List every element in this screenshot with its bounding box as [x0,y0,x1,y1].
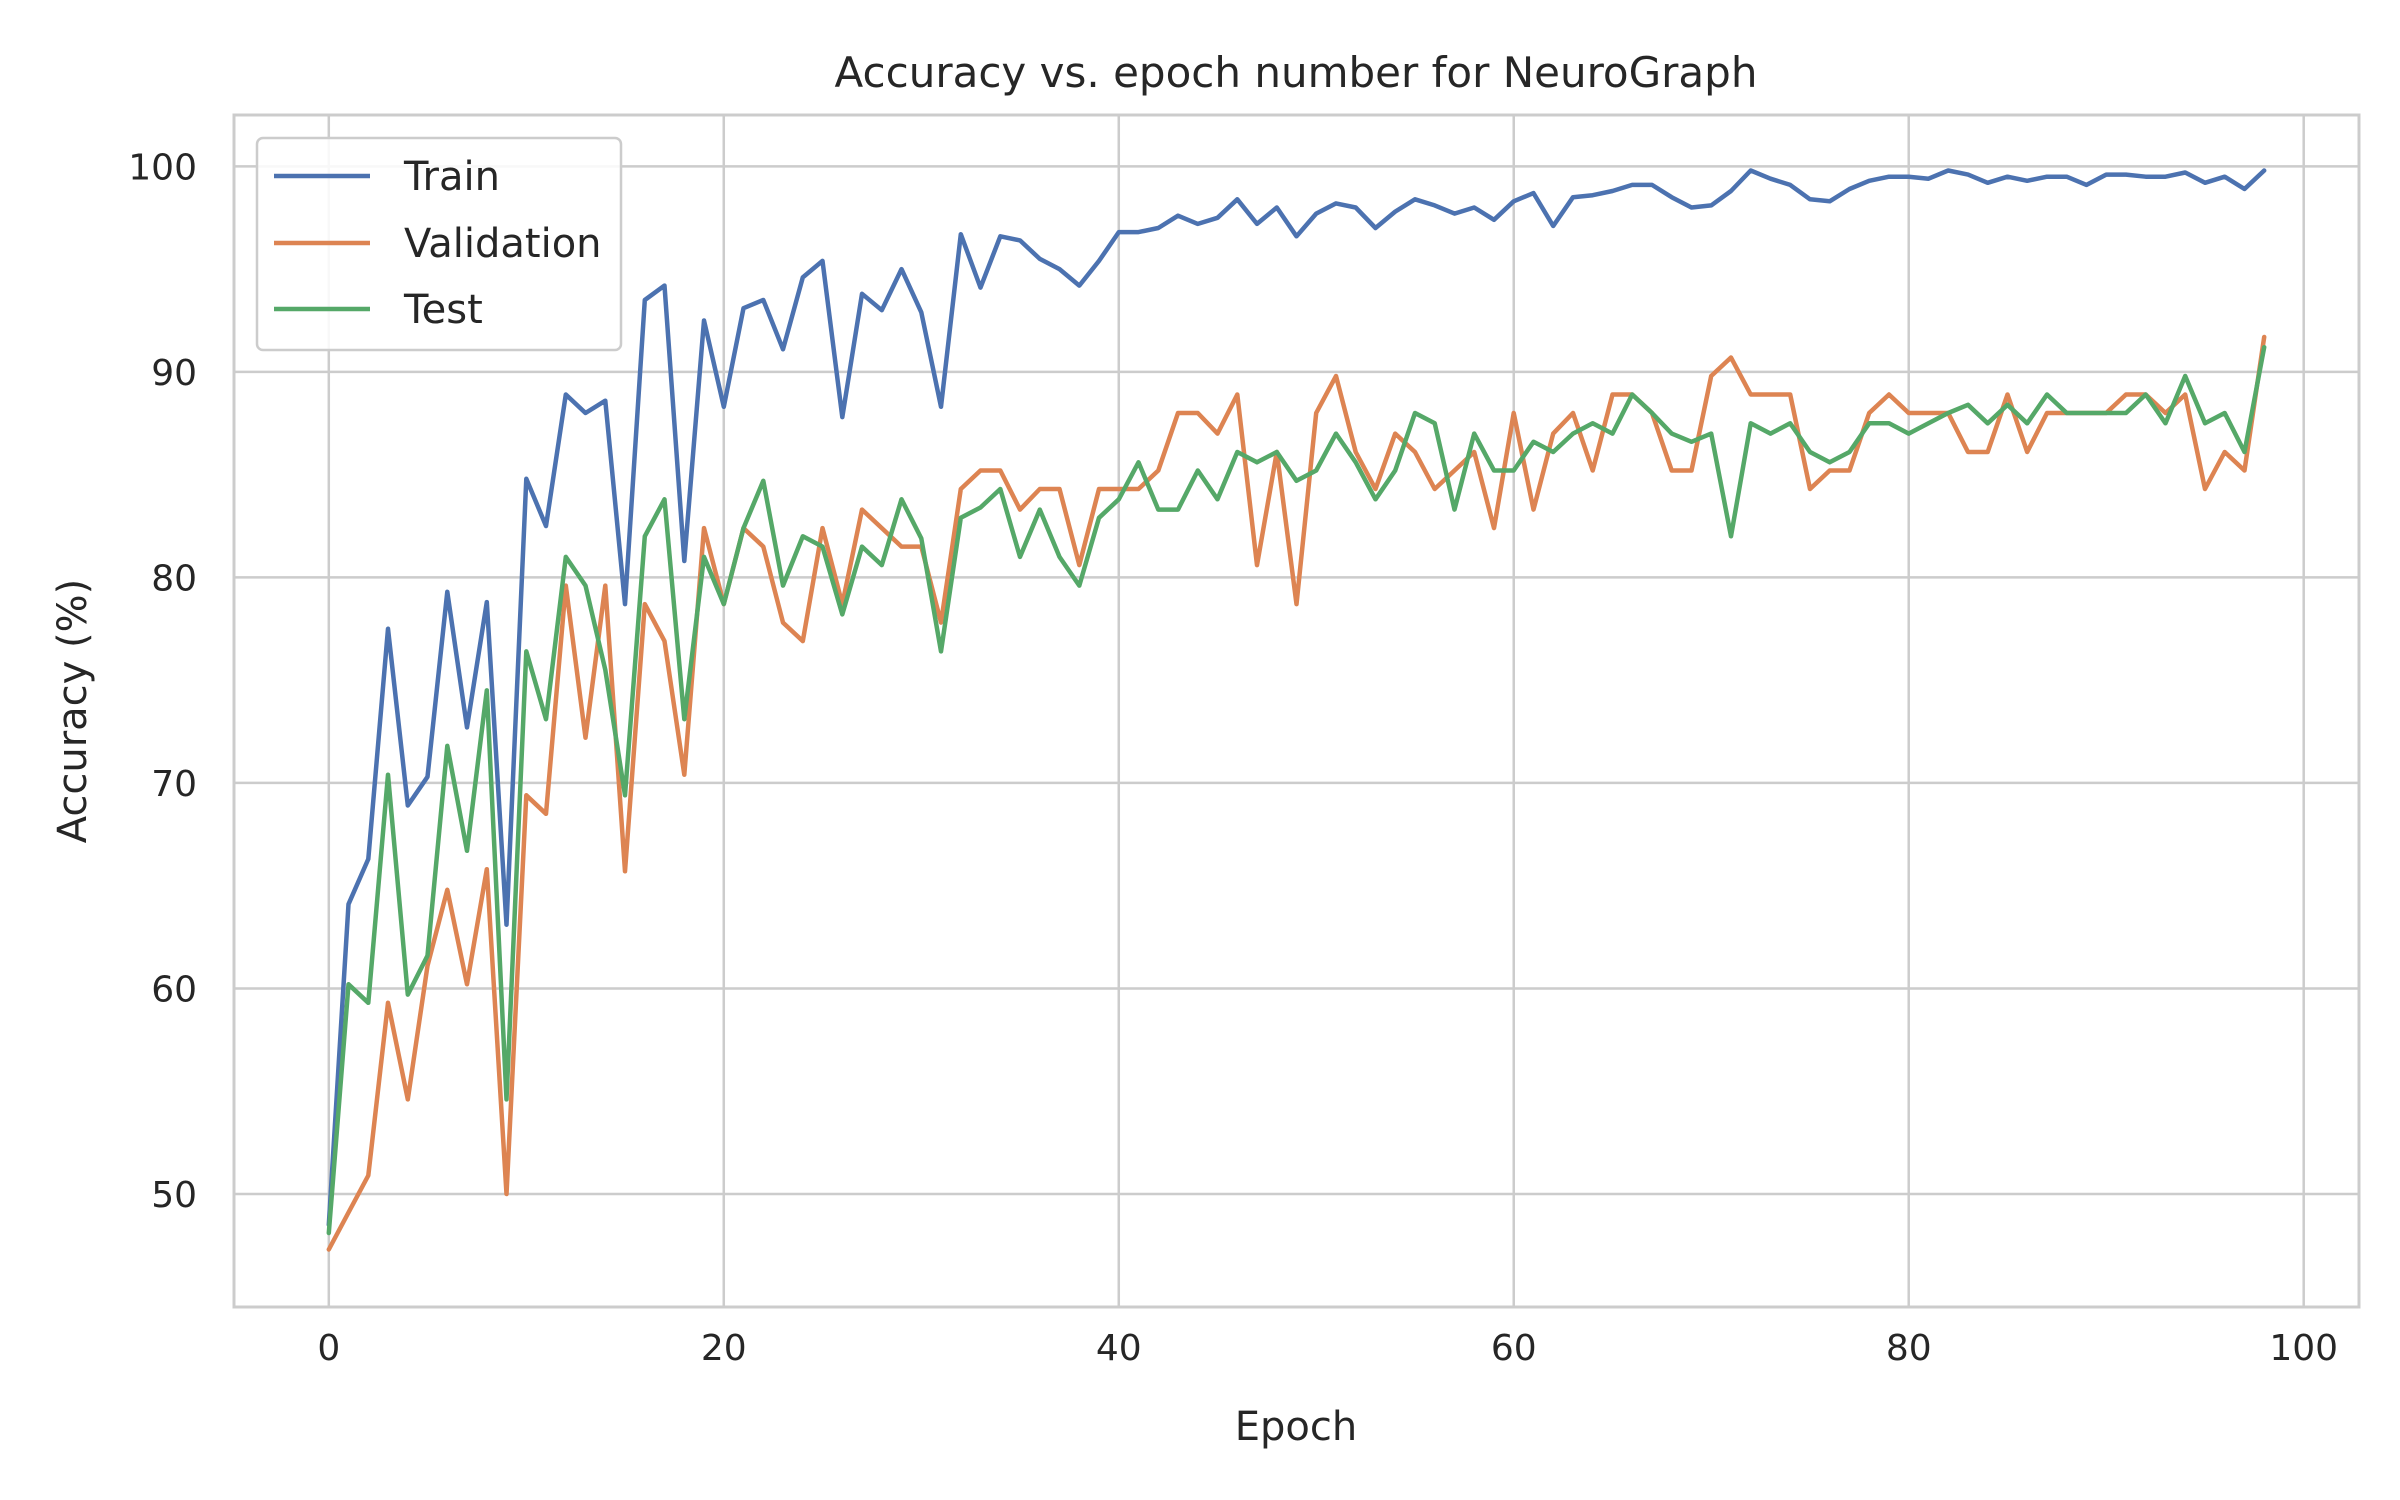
x-tick-label: 60 [1491,1328,1537,1369]
x-tick-label: 100 [2269,1328,2338,1369]
series-lines [326,168,2267,1252]
y-tick-label: 60 [151,969,197,1010]
legend: Train Validation Test [255,136,623,352]
legend-label-train: Train [403,154,500,200]
y-tick-label: 80 [151,558,197,599]
x-tick-label: 40 [1096,1328,1142,1369]
x-tick-label: 0 [317,1328,340,1369]
y-tick-label: 70 [151,764,197,805]
y-axis-label: Accuracy (%) [50,579,96,844]
legend-label-validation: Validation [404,221,602,267]
x-axis-label: Epoch [1235,1404,1357,1450]
series-line-validation [326,334,2267,1252]
series-line-train [326,168,2267,1228]
x-tick-label: 80 [1886,1328,1932,1369]
legend-box [255,136,623,352]
x-tick-label: 20 [701,1328,747,1369]
x-tick-labels: 0 20 40 60 80 100 [317,1328,2338,1369]
y-tick-label: 50 [151,1175,197,1216]
y-tick-label: 100 [128,147,197,188]
legend-label-test: Test [403,287,483,333]
series-line-test [326,344,2267,1236]
chart-title: Accuracy vs. epoch number for NeuroGraph [835,48,1758,97]
y-tick-label: 90 [151,353,197,394]
plot-frame [232,113,2361,1309]
y-tick-labels: 50 60 70 80 90 100 [128,147,197,1216]
